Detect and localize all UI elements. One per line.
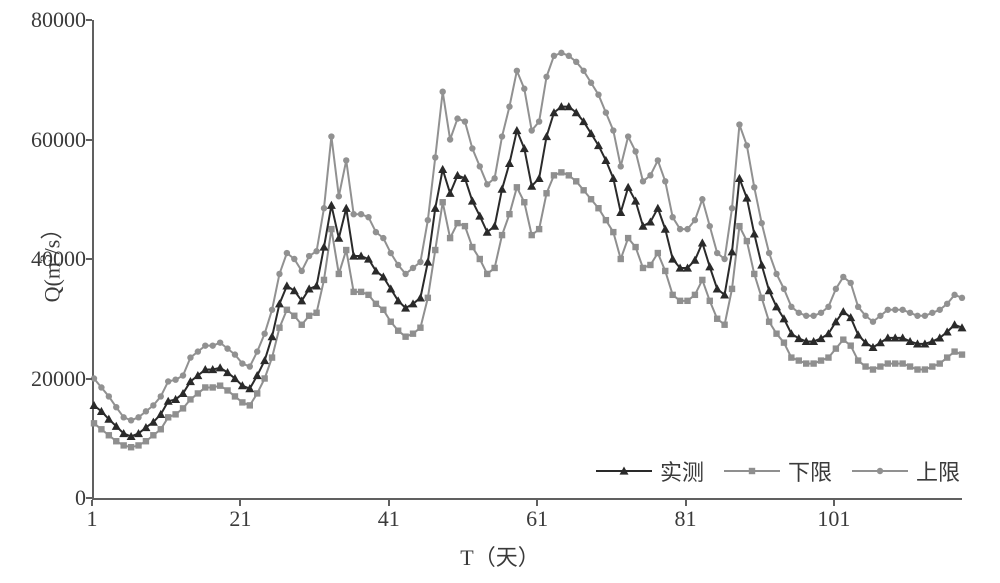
- legend-sample-upper: [850, 461, 910, 481]
- series-line-lower: [94, 172, 962, 447]
- y-tick-mark: [86, 19, 92, 21]
- series-line-measured: [94, 107, 962, 437]
- x-tick-mark: [388, 500, 390, 506]
- legend-sample-measured: [594, 461, 654, 481]
- legend-label: 下限: [788, 455, 832, 487]
- legend-item-lower: 下限: [722, 455, 832, 487]
- y-tick-label: 20000: [31, 366, 86, 392]
- series-markers-measured: [90, 102, 967, 440]
- legend-label: 实测: [660, 455, 704, 487]
- x-tick-label: 41: [378, 506, 400, 532]
- x-tick-label: 81: [675, 506, 697, 532]
- x-tick-label: 21: [229, 506, 251, 532]
- chart-container: Q(m3/s） T（天） 实测下限上限 02000040000600008000…: [0, 0, 1000, 583]
- y-tick-mark: [86, 139, 92, 141]
- legend-item-upper: 上限: [850, 455, 960, 487]
- x-tick-mark: [536, 500, 538, 506]
- series-line-upper: [94, 53, 962, 420]
- y-tick-mark: [86, 497, 92, 499]
- x-tick-mark: [239, 500, 241, 506]
- y-tick-mark: [86, 258, 92, 260]
- x-tick-label: 1: [87, 506, 98, 532]
- y-tick-label: 60000: [31, 127, 86, 153]
- y-tick-mark: [86, 378, 92, 380]
- y-tick-label: 40000: [31, 246, 86, 272]
- legend: 实测 下限 上限: [594, 455, 960, 487]
- x-tick-mark: [685, 500, 687, 506]
- x-tick-label: 61: [526, 506, 548, 532]
- legend-sample-lower: [722, 461, 782, 481]
- x-axis-label: T（天）: [460, 540, 539, 572]
- legend-label: 上限: [916, 455, 960, 487]
- y-tick-label: 80000: [31, 7, 86, 33]
- legend-item-measured: 实测: [594, 455, 704, 487]
- series-markers-lower: [91, 169, 965, 450]
- y-tick-label: 0: [75, 485, 86, 511]
- x-tick-mark: [833, 500, 835, 506]
- x-tick-mark: [91, 500, 93, 506]
- x-tick-label: 101: [817, 506, 850, 532]
- plot-area: [92, 20, 962, 500]
- chart-svg: [94, 20, 962, 498]
